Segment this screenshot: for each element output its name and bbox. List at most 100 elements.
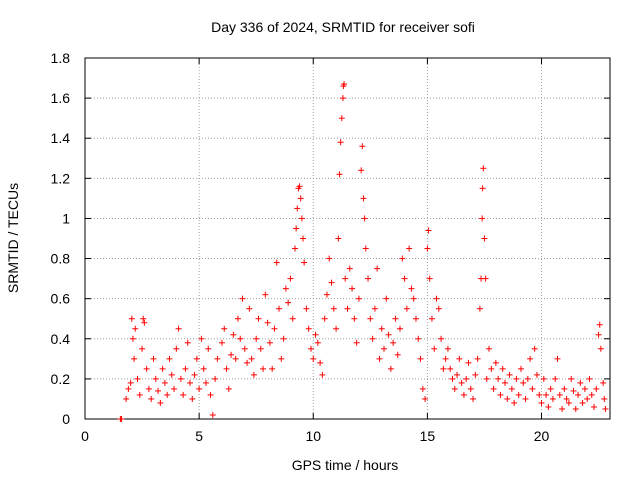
data-point <box>276 305 283 312</box>
data-point <box>399 255 406 262</box>
data-point <box>568 375 575 382</box>
data-point <box>273 259 280 266</box>
data-point <box>312 331 319 338</box>
data-point <box>565 399 572 406</box>
data-point <box>359 143 366 150</box>
data-point <box>431 345 438 352</box>
data-point <box>307 345 314 352</box>
x-tick-label: 15 <box>420 428 436 444</box>
data-point <box>271 325 278 332</box>
y-tick-label: 1 <box>62 210 70 226</box>
data-point <box>342 275 349 282</box>
data-point <box>433 295 440 302</box>
data-point <box>278 355 285 362</box>
data-point <box>424 245 431 252</box>
data-point <box>289 315 296 322</box>
data-point <box>200 365 207 372</box>
data-point <box>367 315 374 322</box>
data-point <box>447 365 454 372</box>
data-point <box>595 331 602 338</box>
data-point <box>336 171 343 178</box>
data-point <box>463 375 470 382</box>
data-point <box>248 355 255 362</box>
data-point <box>596 321 603 328</box>
plot-frame <box>84 57 611 420</box>
y-tick-label: 0.4 <box>51 331 71 347</box>
data-point <box>161 379 168 386</box>
y-axis-label: SRMTID / TECUs <box>5 183 21 293</box>
data-point <box>303 305 310 312</box>
data-point <box>390 339 397 346</box>
data-point <box>148 395 155 402</box>
data-point <box>184 339 191 346</box>
data-point <box>549 395 556 402</box>
data-point <box>269 365 276 372</box>
data-point <box>127 379 134 386</box>
data-point <box>536 391 543 398</box>
data-point <box>330 305 337 312</box>
data-point <box>556 391 563 398</box>
data-point <box>257 345 264 352</box>
data-point <box>355 295 362 302</box>
data-point <box>145 385 152 392</box>
data-point <box>561 385 568 392</box>
data-point <box>425 227 432 234</box>
data-point <box>593 385 600 392</box>
data-point <box>326 255 333 262</box>
data-point <box>554 355 561 362</box>
data-point <box>321 315 328 322</box>
data-point <box>132 325 139 332</box>
data-point <box>492 359 499 366</box>
data-point <box>486 345 493 352</box>
data-point <box>572 405 579 412</box>
data-point <box>280 335 287 342</box>
y-tick-label: 0.2 <box>51 371 71 387</box>
x-tick-label: 0 <box>81 428 89 444</box>
data-point <box>480 165 487 172</box>
data-point <box>499 365 506 372</box>
data-point <box>451 385 458 392</box>
data-point <box>522 395 529 402</box>
data-point <box>328 279 335 286</box>
data-point <box>428 315 435 322</box>
y-tick-label: 1.4 <box>51 130 71 146</box>
x-tick-label: 5 <box>195 428 203 444</box>
data-point <box>456 355 463 362</box>
data-point <box>180 391 187 398</box>
y-tick-label: 1.6 <box>51 90 71 106</box>
data-point <box>563 395 570 402</box>
data-point <box>338 115 345 122</box>
data-point <box>559 405 566 412</box>
data-point <box>253 335 260 342</box>
x-tick-label: 20 <box>534 428 550 444</box>
y-tick-label: 1.2 <box>51 170 71 186</box>
data-point <box>221 325 228 332</box>
data-point <box>214 355 221 362</box>
data-point <box>490 385 497 392</box>
data-point <box>335 235 342 242</box>
data-point <box>255 315 262 322</box>
data-point <box>371 305 378 312</box>
data-point <box>131 355 138 362</box>
data-point <box>237 335 244 342</box>
axis-ticks: 0 0.2 0.4 0.6 0.8 1 1.2 1.4 1.6 1.8 0 5 10 15 20 <box>51 50 610 444</box>
data-point <box>369 335 376 342</box>
data-point <box>239 295 246 302</box>
data-point <box>314 339 321 346</box>
data-point <box>260 365 267 372</box>
data-points <box>117 81 609 422</box>
data-point <box>444 345 451 352</box>
data-point <box>517 365 524 372</box>
data-point <box>481 235 488 242</box>
data-point <box>513 375 520 382</box>
data-point <box>140 315 147 322</box>
data-point <box>422 395 429 402</box>
data-point <box>139 345 146 352</box>
data-point <box>426 275 433 282</box>
data-point <box>378 325 385 332</box>
data-point <box>460 391 467 398</box>
x-tick-label: 10 <box>305 428 321 444</box>
data-point <box>189 395 196 402</box>
data-point <box>474 355 481 362</box>
